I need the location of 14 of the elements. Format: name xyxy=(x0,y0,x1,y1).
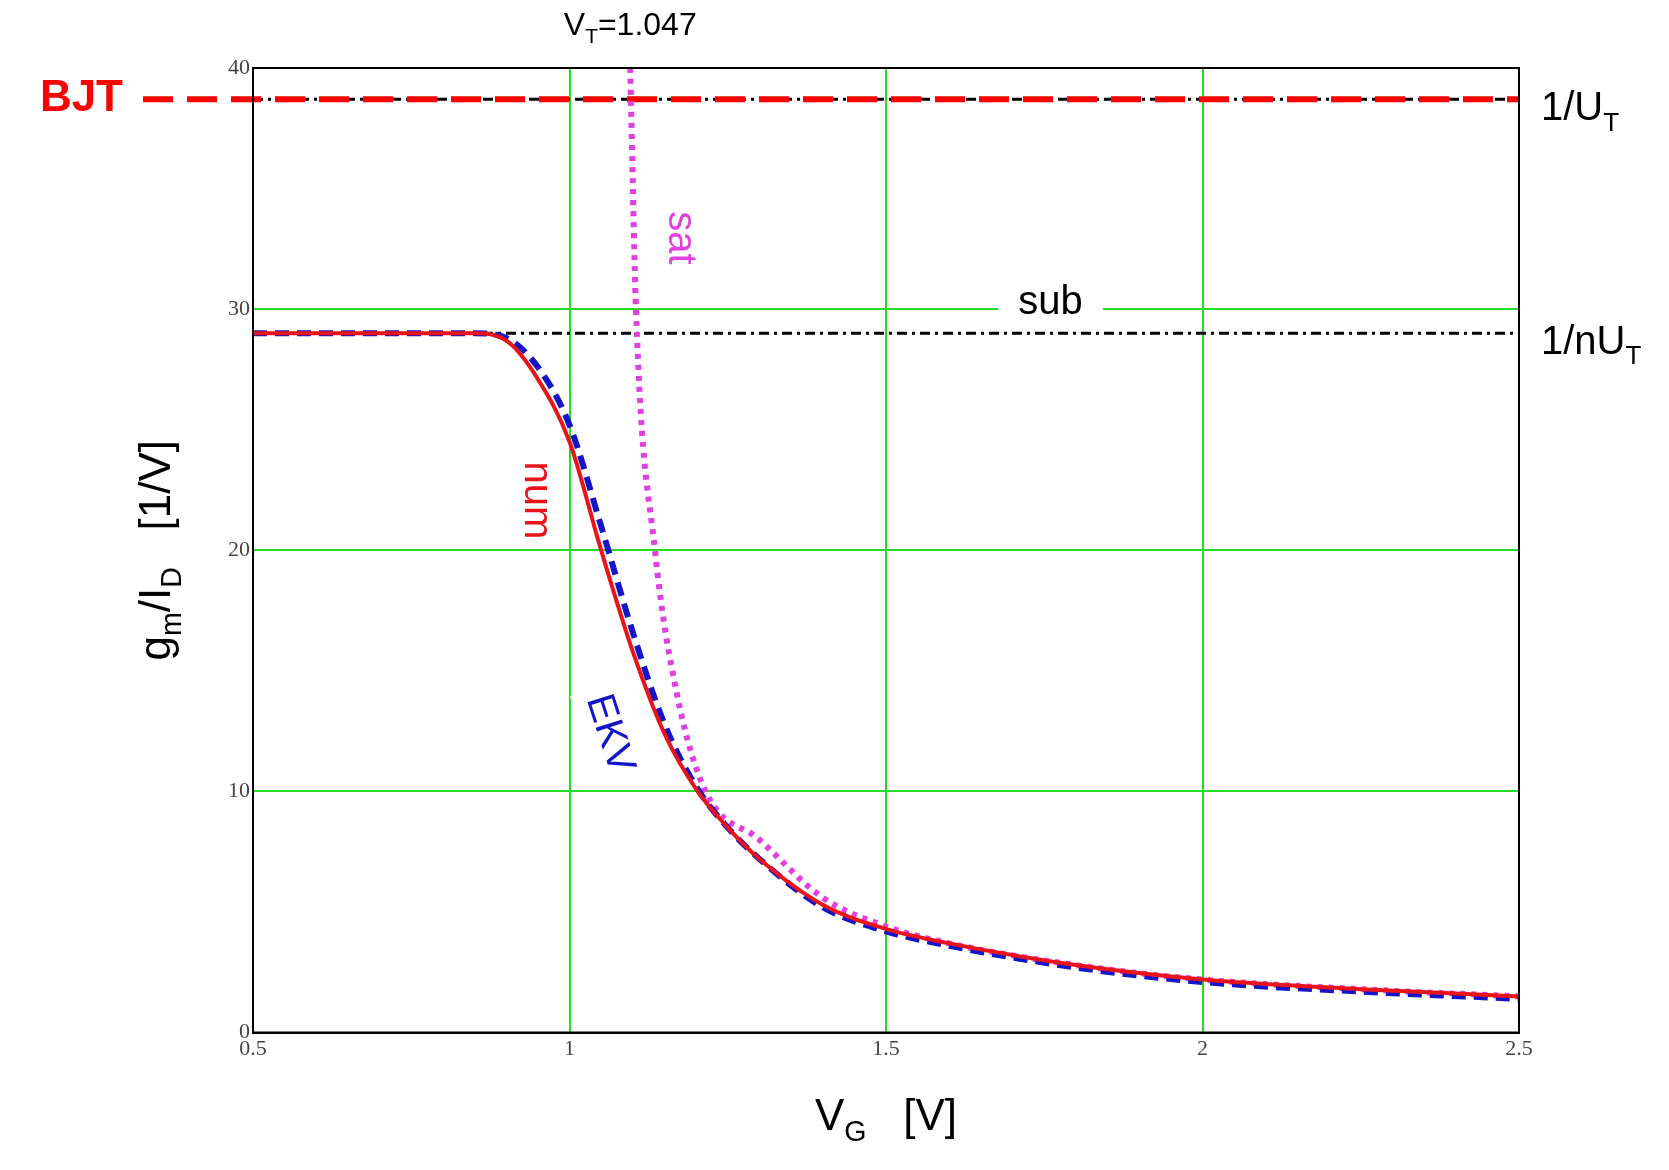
y-tick-label: 10 xyxy=(228,777,250,803)
x-tick-label: 2 xyxy=(1197,1034,1208,1060)
y-tick-label: 30 xyxy=(228,294,250,320)
annotation: sub xyxy=(1018,278,1083,323)
x-tick-label: 1 xyxy=(564,1034,575,1060)
x-tick-label: 1.5 xyxy=(872,1034,900,1060)
text: sat xyxy=(661,211,706,265)
ref-line-label: BJT xyxy=(39,71,124,121)
text: gm/ID [1/V] xyxy=(130,440,188,661)
text: num xyxy=(517,461,562,540)
y-tick-label: 20 xyxy=(228,536,250,562)
x-tick-label: 2.5 xyxy=(1505,1034,1533,1060)
y-tick-label: 40 xyxy=(228,53,250,79)
text: EKV xyxy=(578,688,646,779)
